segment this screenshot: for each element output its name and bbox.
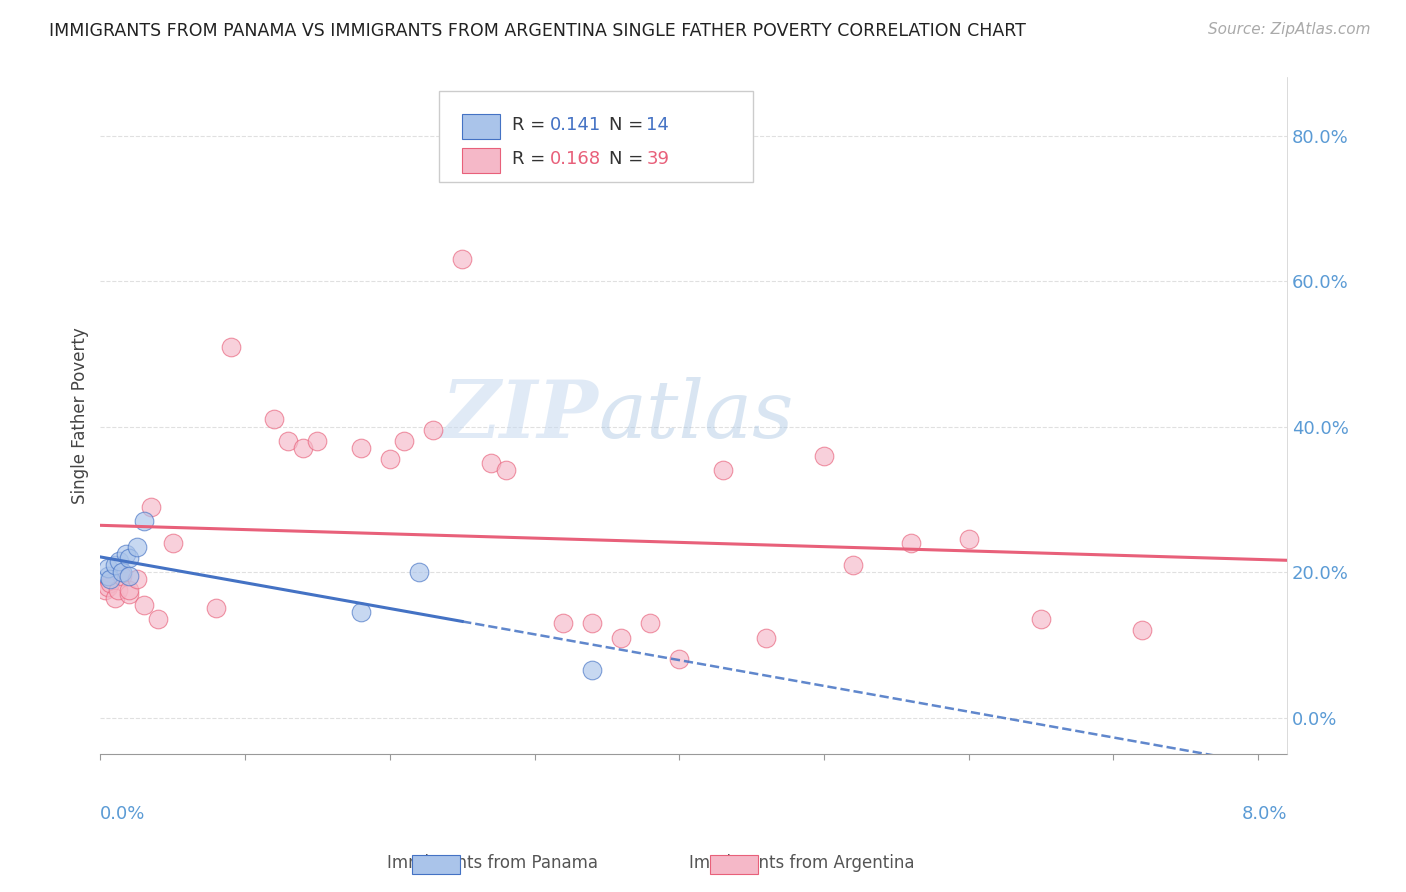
Text: N =: N =	[609, 150, 650, 169]
Text: Immigrants from Panama: Immigrants from Panama	[387, 855, 598, 872]
Text: Immigrants from Argentina: Immigrants from Argentina	[689, 855, 914, 872]
Point	[104, 558, 127, 572]
Point	[668, 652, 690, 666]
Text: R =: R =	[512, 150, 551, 169]
Point	[104, 591, 127, 605]
Point	[118, 583, 141, 598]
Point	[610, 631, 633, 645]
Point	[97, 580, 120, 594]
Point	[394, 434, 416, 449]
Point	[408, 565, 430, 579]
Point	[1029, 612, 1052, 626]
Point	[118, 568, 141, 582]
Text: IMMIGRANTS FROM PANAMA VS IMMIGRANTS FROM ARGENTINA SINGLE FATHER POVERTY CORREL: IMMIGRANTS FROM PANAMA VS IMMIGRANTS FRO…	[49, 22, 1026, 40]
Point	[842, 558, 865, 572]
Point	[205, 601, 228, 615]
Point	[553, 615, 575, 630]
Point	[93, 583, 115, 598]
Text: N =: N =	[609, 117, 650, 135]
Point	[350, 605, 373, 619]
Point	[100, 573, 122, 587]
Point	[711, 463, 734, 477]
Point	[640, 615, 662, 630]
Text: 0.141: 0.141	[550, 117, 602, 135]
Text: 8.0%: 8.0%	[1241, 805, 1286, 822]
Point	[957, 533, 980, 547]
Point	[1130, 624, 1153, 638]
Point	[291, 442, 314, 456]
Point	[900, 536, 922, 550]
Point	[111, 565, 134, 579]
Point	[263, 412, 285, 426]
Point	[97, 561, 120, 575]
Text: atlas: atlas	[599, 377, 794, 454]
Point	[132, 598, 155, 612]
FancyBboxPatch shape	[463, 114, 501, 139]
Text: R =: R =	[512, 117, 551, 135]
Y-axis label: Single Father Poverty: Single Father Poverty	[72, 327, 89, 504]
Point	[111, 568, 134, 582]
Point	[118, 550, 141, 565]
Point	[162, 536, 184, 550]
Point	[307, 434, 329, 449]
Point	[132, 514, 155, 528]
Point	[118, 587, 141, 601]
Point	[479, 456, 502, 470]
Text: ZIP: ZIP	[441, 377, 599, 454]
Point	[115, 547, 138, 561]
Point	[422, 423, 444, 437]
Point	[581, 663, 603, 677]
Point	[451, 252, 474, 267]
FancyBboxPatch shape	[463, 148, 501, 173]
Point	[581, 615, 603, 630]
Point	[139, 500, 162, 514]
Point	[755, 631, 778, 645]
Point	[148, 612, 170, 626]
Point	[100, 576, 122, 591]
Point	[125, 573, 148, 587]
Point	[125, 540, 148, 554]
Text: 39: 39	[647, 150, 669, 169]
Point	[350, 442, 373, 456]
Text: 0.0%: 0.0%	[100, 805, 146, 822]
Text: 0.168: 0.168	[550, 150, 602, 169]
Text: 14: 14	[647, 117, 669, 135]
Point	[813, 449, 835, 463]
Point	[378, 452, 401, 467]
Point	[219, 340, 242, 354]
Point	[277, 434, 299, 449]
Point	[495, 463, 517, 477]
Text: Source: ZipAtlas.com: Source: ZipAtlas.com	[1208, 22, 1371, 37]
Point	[107, 583, 129, 598]
Point	[108, 554, 131, 568]
Point	[97, 568, 120, 582]
FancyBboxPatch shape	[439, 91, 754, 182]
